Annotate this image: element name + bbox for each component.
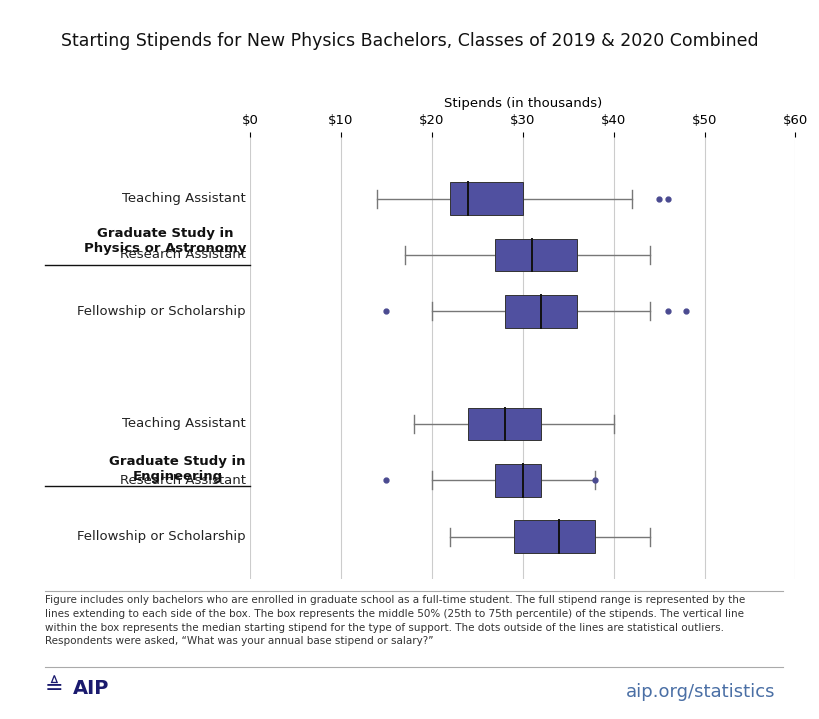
Text: Fellowship or Scholarship: Fellowship or Scholarship (77, 530, 246, 543)
Text: Fellowship or Scholarship: Fellowship or Scholarship (77, 305, 246, 318)
Bar (513, 521, 595, 553)
Bar (450, 182, 523, 215)
Text: Research Assistant: Research Assistant (120, 474, 246, 487)
Bar (504, 295, 577, 328)
Text: Graduate Study in
Engineering: Graduate Study in Engineering (110, 455, 246, 483)
Text: aip.org/statistics: aip.org/statistics (625, 682, 774, 701)
Text: Graduate Study in
Physics or Astronomy: Graduate Study in Physics or Astronomy (84, 226, 246, 255)
Text: Teaching Assistant: Teaching Assistant (122, 418, 246, 431)
Bar (495, 239, 577, 271)
Text: AIP: AIP (73, 679, 109, 698)
Text: Starting Stipends for New Physics Bachelors, Classes of 2019 & 2020 Combined: Starting Stipends for New Physics Bachel… (61, 32, 758, 50)
Text: Research Assistant: Research Assistant (120, 248, 246, 262)
X-axis label: Stipends (in thousands): Stipends (in thousands) (443, 97, 601, 110)
Bar (495, 464, 541, 497)
Bar (468, 408, 541, 440)
Text: ≜: ≜ (45, 679, 64, 698)
Text: Teaching Assistant: Teaching Assistant (122, 192, 246, 205)
Text: Figure includes only bachelors who are enrolled in graduate school as a full-tim: Figure includes only bachelors who are e… (45, 595, 744, 646)
